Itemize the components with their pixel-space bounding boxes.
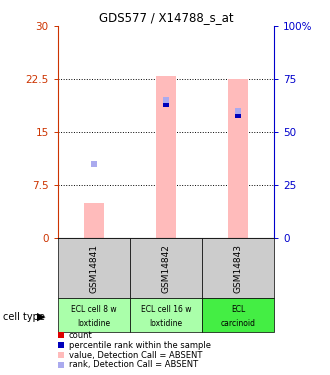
Bar: [84, 203, 104, 238]
Text: loxtidine: loxtidine: [77, 319, 110, 328]
Text: value, Detection Call = ABSENT: value, Detection Call = ABSENT: [69, 351, 202, 360]
Text: ECL: ECL: [231, 305, 245, 314]
Text: count: count: [69, 331, 92, 340]
Text: loxtidine: loxtidine: [149, 319, 182, 328]
Title: GDS577 / X14788_s_at: GDS577 / X14788_s_at: [99, 11, 233, 24]
Text: GSM14842: GSM14842: [161, 244, 170, 292]
Bar: [58, 238, 130, 298]
Bar: [130, 298, 202, 332]
Text: GSM14843: GSM14843: [233, 244, 242, 292]
Text: percentile rank within the sample: percentile rank within the sample: [69, 341, 211, 350]
Bar: [58, 298, 130, 332]
Text: GSM14841: GSM14841: [89, 244, 98, 292]
Bar: [156, 76, 176, 238]
Text: ▶: ▶: [37, 312, 46, 322]
Text: carcinoid: carcinoid: [220, 319, 255, 328]
Bar: [202, 298, 274, 332]
Bar: [202, 238, 274, 298]
Text: rank, Detection Call = ABSENT: rank, Detection Call = ABSENT: [69, 360, 198, 369]
Text: ECL cell 8 w: ECL cell 8 w: [71, 305, 116, 314]
Text: cell type: cell type: [3, 312, 45, 322]
Text: ECL cell 16 w: ECL cell 16 w: [141, 305, 191, 314]
Bar: [130, 238, 202, 298]
Bar: [228, 79, 248, 238]
